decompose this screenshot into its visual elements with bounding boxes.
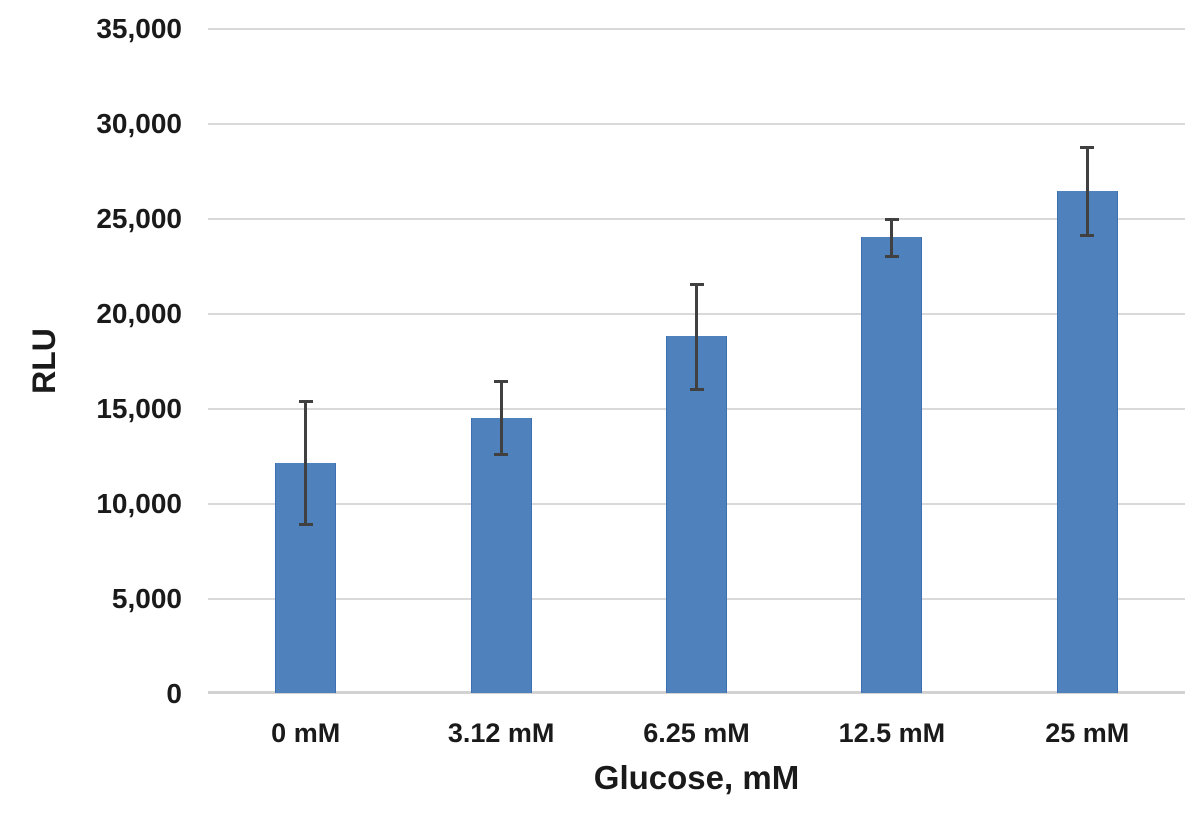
y-tick-label: 35,000: [96, 13, 182, 44]
y-tick-label: 10,000: [96, 488, 182, 519]
bar: [861, 237, 923, 693]
error-bar-cap-bottom: [1080, 234, 1095, 238]
error-bar-cap-top: [689, 282, 704, 286]
x-tick-label: 3.12 mM: [447, 718, 555, 748]
x-tick-label: 25 mM: [1045, 718, 1130, 748]
error-bar-line: [499, 380, 503, 455]
bar: [1056, 191, 1118, 693]
y-axis-title: RLU: [26, 328, 62, 394]
bar: [666, 335, 727, 693]
gridline: [208, 28, 1185, 30]
y-tick-label: 5,000: [111, 583, 182, 614]
bar: [470, 417, 532, 693]
error-bar-cap-top: [1080, 145, 1095, 149]
gridline: [208, 218, 1185, 220]
y-tick-label: 20,000: [96, 298, 182, 329]
gridline: [208, 123, 1185, 125]
y-tick-label: 30,000: [96, 108, 182, 139]
error-bar-cap-bottom: [884, 255, 899, 258]
error-bar-cap-top: [494, 379, 509, 383]
y-tick-label: 25,000: [96, 203, 182, 234]
error-bar-cap-top: [298, 400, 313, 404]
x-tick-label: 0 mM: [271, 718, 341, 748]
error-bar-cap-bottom: [494, 452, 509, 456]
error-bar-cap-bottom: [298, 522, 313, 526]
error-bar-line: [304, 401, 308, 525]
y-tick-label: 15,000: [96, 393, 182, 424]
error-bar-line: [890, 219, 894, 257]
error-bar-line: [695, 283, 698, 390]
y-tick-label: 0: [166, 678, 182, 709]
error-bar-line: [1085, 146, 1089, 237]
x-tick-label: 12.5 mM: [838, 718, 946, 748]
plot-area: [208, 28, 1185, 694]
error-bar-cap-bottom: [689, 388, 704, 391]
error-bar-cap-top: [884, 218, 899, 221]
x-axis-title: Glucose, mM: [593, 759, 800, 796]
bar: [275, 463, 337, 693]
x-tick-label: 6.25 mM: [643, 718, 750, 748]
